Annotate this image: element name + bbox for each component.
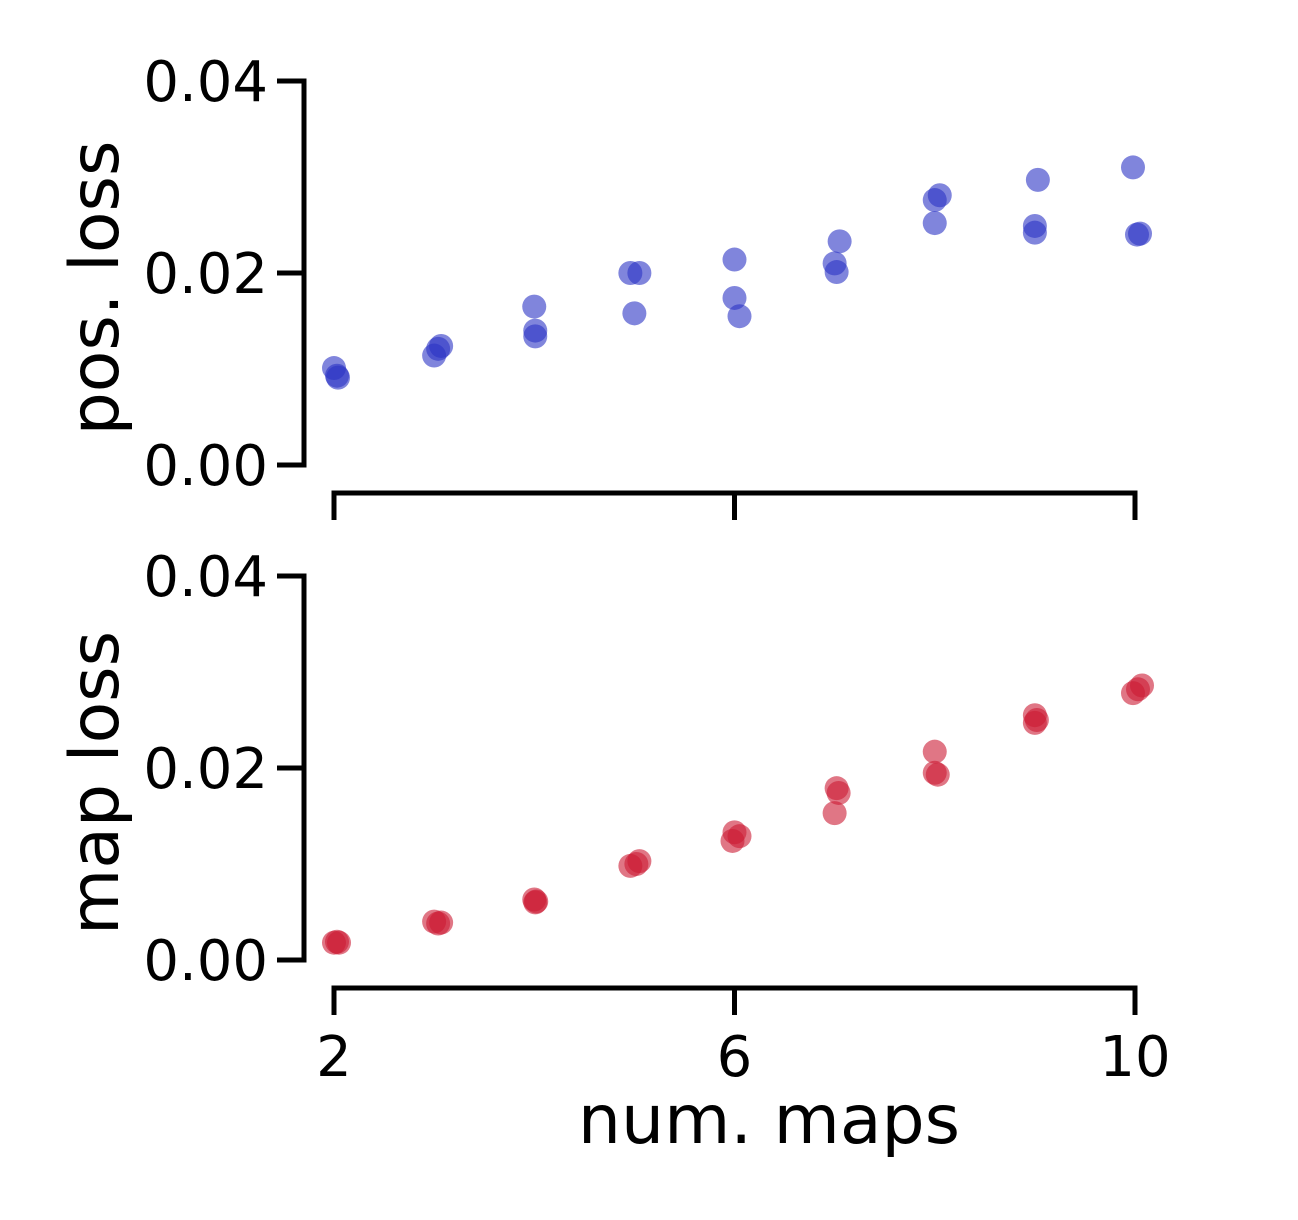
panel-map-loss: map loss num. maps 0.00 0.02 0.04 2 6 10 [56,545,1171,1160]
point-pos-20 [922,211,947,236]
point-map-5 [429,910,454,935]
x-tick-label-map-1: 6 [717,1025,753,1090]
point-map-15 [822,801,847,826]
point-pos-2 [326,365,351,390]
point-map-26 [1130,673,1155,698]
point-pos-24 [1120,155,1145,180]
point-pos-23 [1025,167,1050,192]
point-pos-8 [523,324,548,349]
point-map-17 [826,780,851,805]
x-axis-label: num. maps [578,1081,960,1160]
y-tick-label-map-2: 0.04 [143,545,268,610]
point-map-11 [627,849,652,874]
point-map-14 [727,824,752,849]
point-map-23 [1024,708,1049,732]
point-pos-16 [824,260,849,285]
y-tick-label-map-1: 0.02 [143,737,268,802]
y-tick-label-pos-2: 0.04 [143,50,268,115]
point-map-8 [524,889,549,914]
point-pos-26 [1128,221,1153,246]
y-axis-label-pos: pos. loss [56,141,135,436]
point-pos-19 [927,183,952,208]
point-pos-13 [722,285,747,310]
point-pos-14 [727,304,752,329]
point-pos-12 [722,247,747,272]
y-tick-label-map-0: 0.00 [143,929,268,994]
point-map-18 [922,739,947,764]
point-pos-6 [522,294,547,319]
x-tick-label-map-0: 2 [316,1025,352,1090]
point-pos-22 [1022,220,1047,245]
y-tick-label-pos-1: 0.02 [143,242,268,307]
panel-pos-loss: pos. loss 0.00 0.02 0.04 [56,50,1153,520]
y-tick-label-pos-0: 0.00 [143,434,268,499]
point-map-20 [925,762,950,787]
point-pos-11 [622,301,647,326]
point-map-2 [327,930,352,955]
point-pos-5 [429,333,454,358]
point-pos-17 [827,229,852,254]
point-pos-10 [627,261,652,285]
x-tick-label-map-2: 10 [1099,1025,1170,1090]
y-axis-label-map: map loss [56,631,135,935]
